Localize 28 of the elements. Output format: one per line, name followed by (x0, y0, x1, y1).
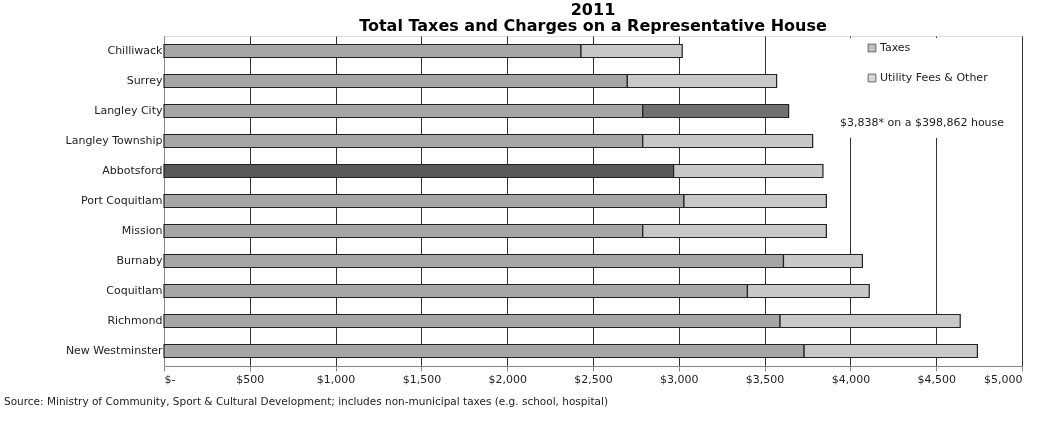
chart-title: 2011 (570, 0, 616, 19)
y-tick-label: Langley City (94, 104, 163, 117)
x-tick-label: $1,500 (402, 372, 442, 386)
chart-subtitle: Total Taxes and Charges on a Representative House (359, 16, 827, 35)
x-tick-label: $500 (236, 372, 265, 386)
y-tick-label: Mission (121, 224, 163, 237)
y-tick-label: Coquitlam (106, 284, 163, 297)
x-tick-label: $4,000 (831, 372, 871, 386)
y-tick-label: Chilliwack (107, 44, 164, 57)
x-tick-label: $2,500 (574, 372, 613, 386)
x-tick-label: $5,000 (984, 372, 1023, 386)
x-tick-label: $3,000 (660, 372, 699, 386)
x-tick-label: $- (164, 372, 176, 386)
y-tick-label: Port Coquitlam (80, 194, 163, 207)
legend-label: Utility Fees & Other (880, 71, 989, 84)
y-tick-label: Richmond (107, 314, 163, 327)
y-tick-label: New Westminster (65, 344, 163, 357)
y-tick-label: Surrey (126, 74, 163, 87)
x-tick-label: $2,000 (488, 372, 527, 386)
x-tick-label: $3,500 (745, 372, 785, 386)
y-tick-label: Abbotsford (102, 164, 163, 177)
annotation: $3,838* on a $398,862 house (840, 116, 1005, 129)
legend-label: Taxes (879, 41, 911, 54)
source-note: Source: Ministry of Community, Sport & Cultural Development; includes non-municipal taxes (e.g. school, hospital) (4, 395, 608, 407)
x-tick-label: $1,000 (316, 372, 356, 386)
y-tick-label: Langley Township (65, 134, 163, 147)
y-tick-label: Burnaby (116, 254, 163, 267)
x-tick-label: $4,500 (917, 372, 956, 386)
